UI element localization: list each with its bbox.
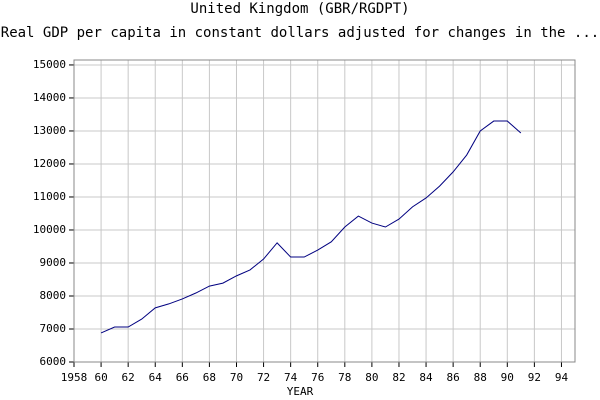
x-tick-label: 60 bbox=[94, 371, 107, 384]
x-tick-label: 70 bbox=[230, 371, 243, 384]
x-tick-label: 72 bbox=[257, 371, 270, 384]
x-tick-label: 62 bbox=[122, 371, 135, 384]
y-tick-label: 10000 bbox=[33, 223, 66, 236]
y-tick-label: 8000 bbox=[40, 289, 67, 302]
x-tick-label: 84 bbox=[419, 371, 433, 384]
x-tick-label: 86 bbox=[447, 371, 460, 384]
y-tick-label: 12000 bbox=[33, 157, 66, 170]
y-tick-label: 9000 bbox=[40, 256, 67, 269]
chart-title: United Kingdom (GBR/RGDPT) bbox=[190, 1, 409, 17]
y-tick-label: 7000 bbox=[40, 322, 67, 335]
x-tick-label: 82 bbox=[392, 371, 405, 384]
chart-subtitle: Real GDP per capita in constant dollars … bbox=[1, 25, 599, 41]
x-tick-label: 88 bbox=[474, 371, 487, 384]
x-tick-label: 68 bbox=[203, 371, 216, 384]
x-tick-label: 90 bbox=[501, 371, 514, 384]
x-tick-label: 76 bbox=[311, 371, 324, 384]
y-tick-label: 11000 bbox=[33, 190, 66, 203]
y-tick-label: 15000 bbox=[33, 58, 66, 71]
x-tick-label: 64 bbox=[149, 371, 163, 384]
y-tick-label: 13000 bbox=[33, 124, 66, 137]
x-tick-label: 80 bbox=[365, 371, 378, 384]
data-line bbox=[100, 120, 522, 334]
x-tick-label: 1958 bbox=[61, 371, 88, 384]
x-tick-label: 94 bbox=[555, 371, 569, 384]
x-tick-label: 74 bbox=[284, 371, 298, 384]
y-tick-label: 14000 bbox=[33, 91, 66, 104]
y-tick-label: 6000 bbox=[40, 355, 67, 368]
x-axis-label: YEAR bbox=[287, 385, 314, 398]
x-tick-label: 92 bbox=[528, 371, 541, 384]
x-tick-label: 78 bbox=[338, 371, 351, 384]
plot-frame bbox=[73, 59, 576, 363]
x-tick-label: 66 bbox=[176, 371, 189, 384]
